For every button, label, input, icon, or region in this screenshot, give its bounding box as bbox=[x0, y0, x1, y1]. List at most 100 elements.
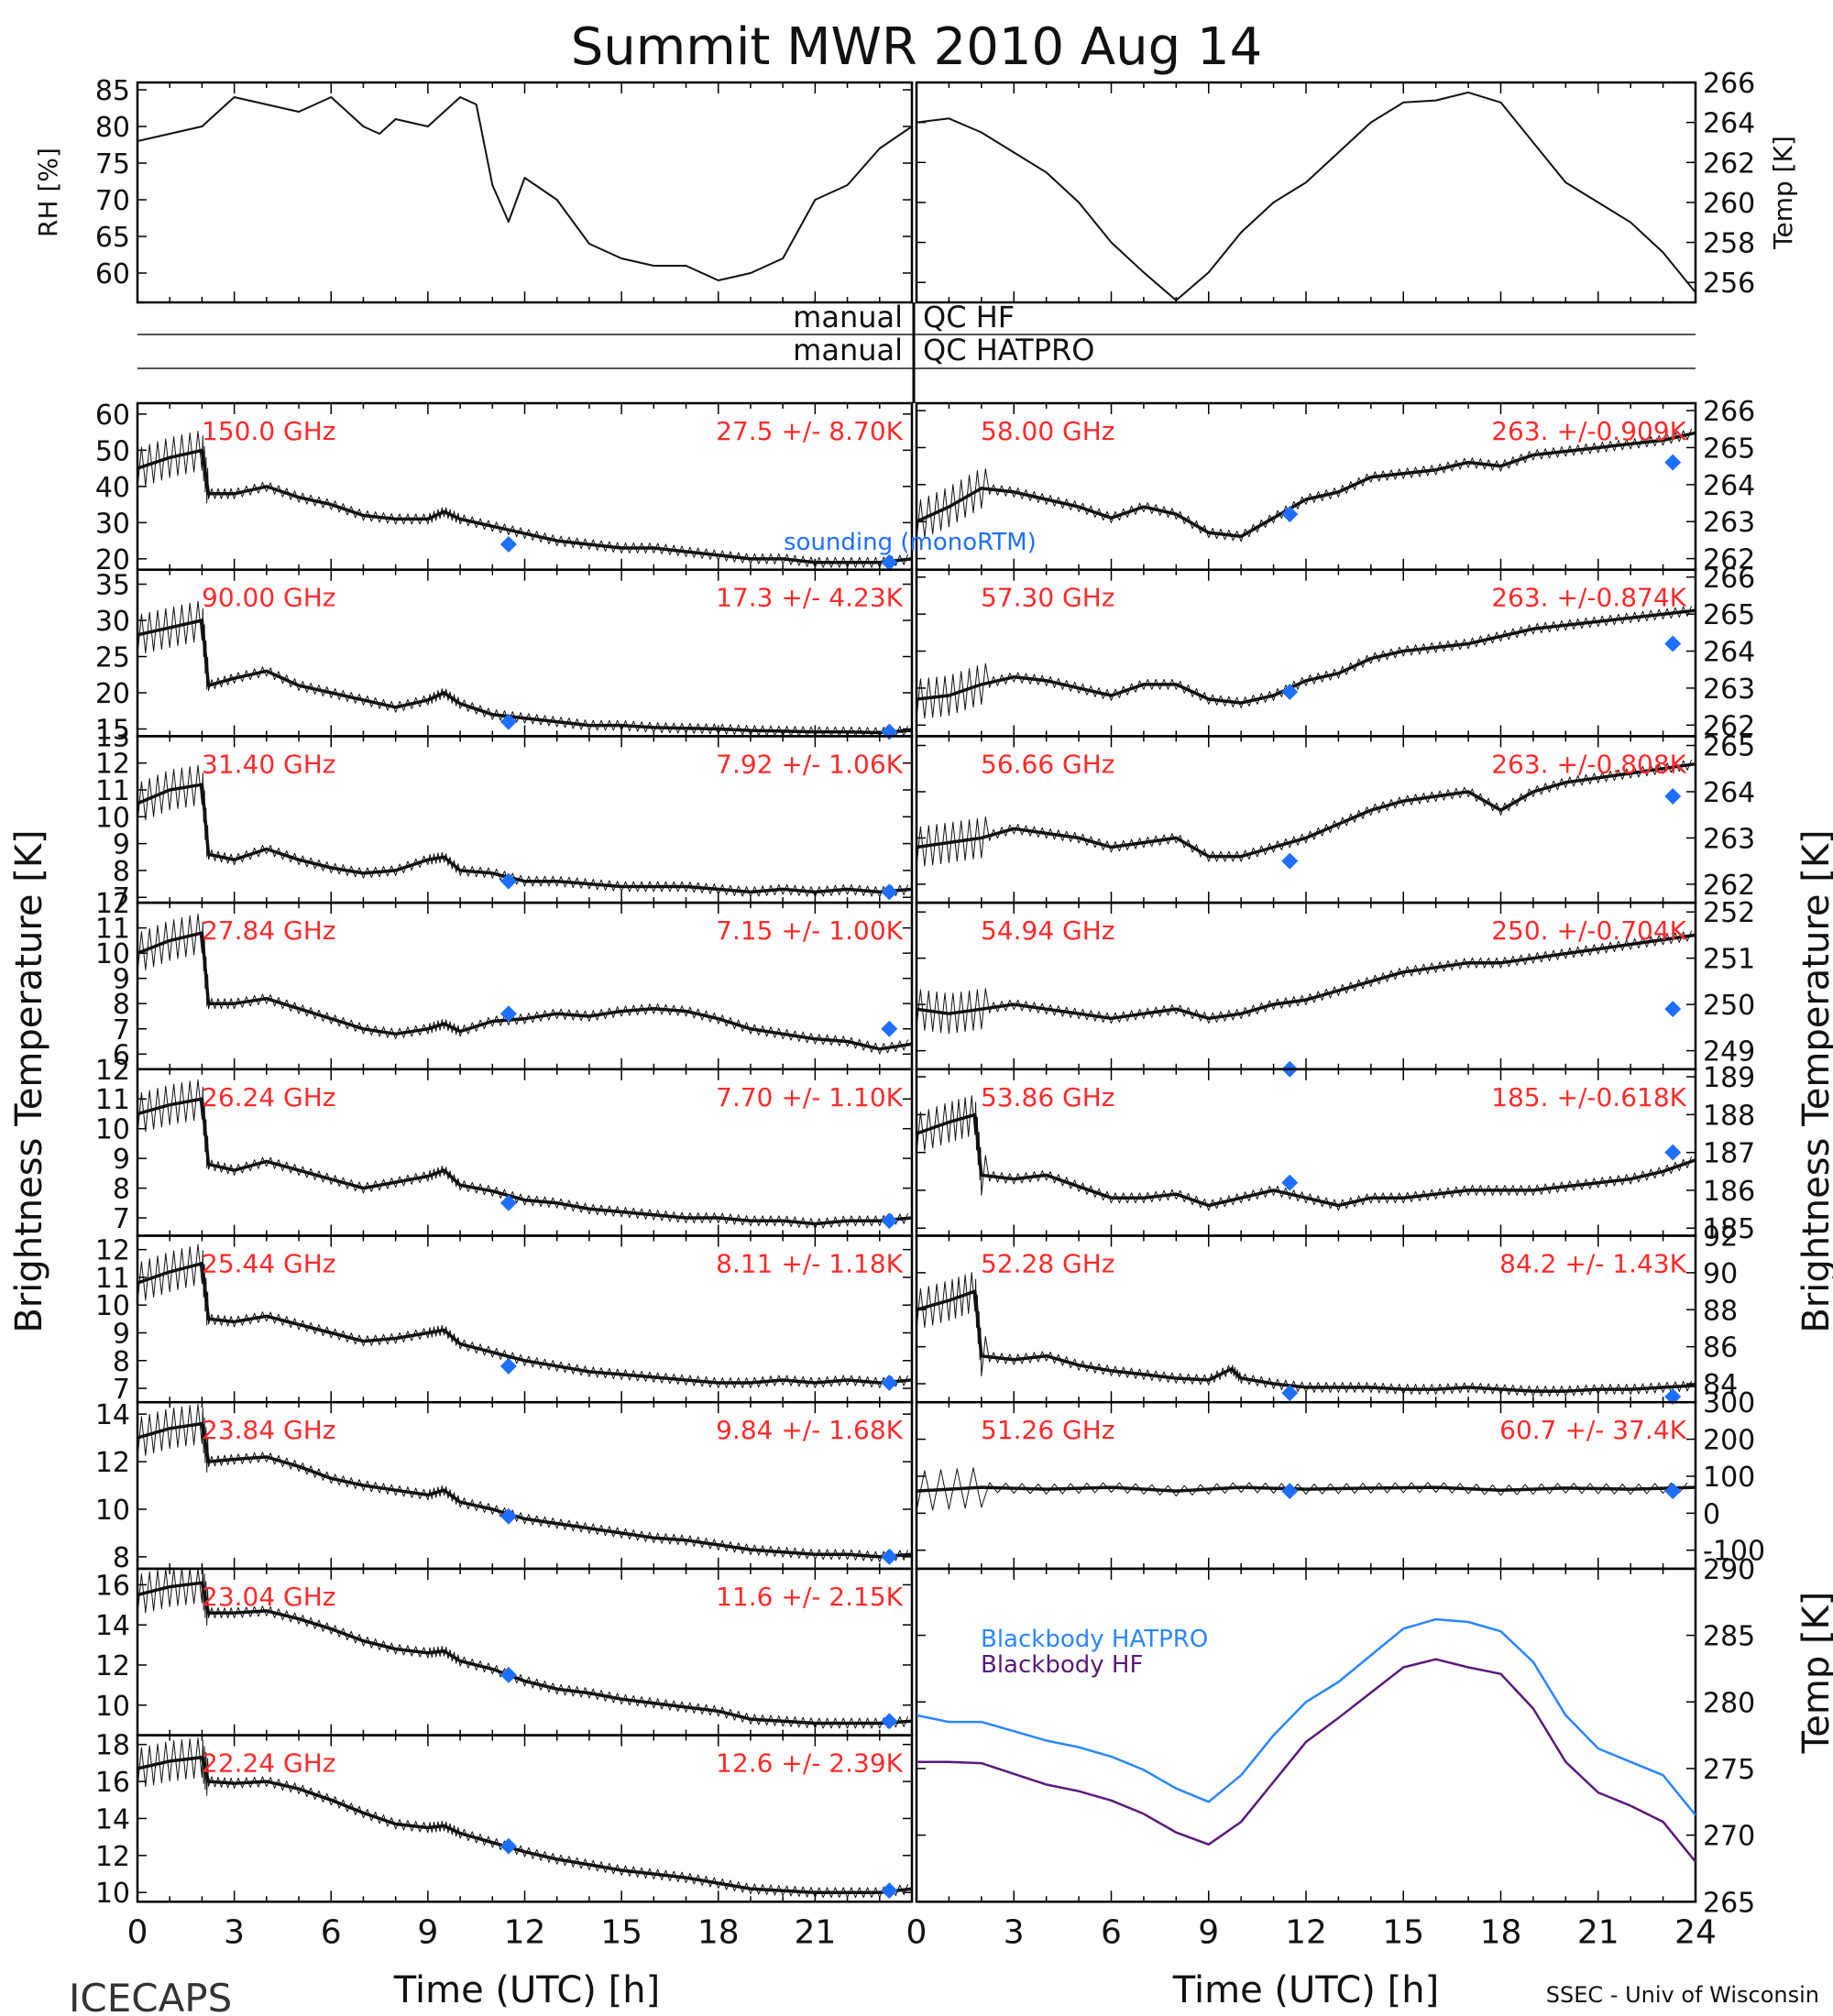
legend-bb-hf: Blackbody HF bbox=[981, 1651, 1143, 1679]
sounding-marker bbox=[499, 1194, 517, 1211]
panel-tick-label: 50 bbox=[95, 435, 130, 467]
x-tick-label-left: 6 bbox=[321, 1913, 342, 1951]
panel-tick-label: 10 bbox=[95, 1691, 130, 1723]
sounding-marker bbox=[881, 1548, 898, 1565]
panel-series-line bbox=[916, 608, 1696, 705]
panel-series-line bbox=[916, 1289, 1696, 1393]
sounding-marker bbox=[1281, 1483, 1299, 1500]
panel-stat-label: 9.84 +/- 1.68K bbox=[716, 1415, 903, 1445]
panel-frequency-label: 53.86 GHz bbox=[981, 1082, 1115, 1112]
panel-tick-label: 263 bbox=[1703, 823, 1755, 855]
sounding-marker bbox=[1281, 852, 1299, 870]
panel-stat-label: 7.15 +/- 1.00K bbox=[716, 915, 903, 946]
panel-tick-label: 30 bbox=[95, 606, 130, 638]
panel-tick-label: 263 bbox=[1703, 507, 1755, 539]
panel-frequency-label: 26.24 GHz bbox=[202, 1082, 336, 1112]
sounding-marker bbox=[881, 1212, 898, 1230]
sounding-marker bbox=[499, 872, 517, 890]
x-tick-label-right: 3 bbox=[1004, 1913, 1025, 1951]
panel-stat-label: 185. +/-0.618K bbox=[1491, 1082, 1686, 1112]
panel-series-line bbox=[916, 1485, 1696, 1493]
rh-tick-label: 65 bbox=[95, 222, 130, 254]
sounding-marker bbox=[499, 1005, 517, 1023]
panel-series-line bbox=[137, 1262, 913, 1385]
panel-tick-label: 186 bbox=[1703, 1176, 1755, 1208]
panel-stat-label: 12.6 +/- 2.39K bbox=[716, 1748, 903, 1779]
panel-tick-label: 11 bbox=[95, 1084, 130, 1116]
x-tick-label-right: 12 bbox=[1285, 1913, 1327, 1951]
rh-tick-label: 80 bbox=[95, 112, 130, 144]
y-axis-label-left: Brightness Temperature [K] bbox=[8, 829, 50, 1332]
x-tick-label-right: 24 bbox=[1674, 1913, 1717, 1951]
panel-stat-label: 27.5 +/- 8.70K bbox=[716, 416, 903, 446]
panel-stat-label: 8.11 +/- 1.18K bbox=[716, 1249, 903, 1279]
panel-tick-label: 12 bbox=[95, 1447, 130, 1479]
qc-right-2: QC HATPRO bbox=[923, 333, 1094, 367]
sounding-label: sounding (monoRTM) bbox=[784, 529, 1037, 556]
sounding-marker bbox=[499, 1507, 517, 1525]
panel-tick-label: 11 bbox=[95, 775, 130, 807]
panel-tick-label: 35 bbox=[95, 570, 130, 602]
panel-tick-label: 13 bbox=[95, 721, 130, 753]
panel-tick-label: 10 bbox=[95, 1290, 130, 1322]
panel-tick-label: 250 bbox=[1703, 990, 1755, 1022]
panel-noise-line bbox=[137, 1568, 909, 1729]
temp-tick-label: 258 bbox=[1703, 228, 1755, 260]
panel-tick-label: 10 bbox=[95, 802, 130, 834]
panel-tick-label: 60 bbox=[95, 400, 130, 432]
panel-tick-label: 6 bbox=[113, 1039, 130, 1071]
rh-tick-label: 75 bbox=[95, 148, 130, 181]
panel-tick-label: 187 bbox=[1703, 1138, 1755, 1170]
panel-tick-label: 264 bbox=[1703, 777, 1755, 809]
x-tick-label-left: 0 bbox=[127, 1913, 148, 1951]
panel-tick-label: 11 bbox=[95, 1263, 130, 1295]
blackbody-tick-label: 285 bbox=[1703, 1621, 1755, 1653]
sounding-marker bbox=[1664, 454, 1682, 471]
panel-tick-label: 9 bbox=[113, 829, 130, 861]
panel-frequency-label: 51.26 GHz bbox=[981, 1415, 1115, 1445]
panel-noise-line bbox=[916, 759, 1693, 868]
blackbody-tick-label: 275 bbox=[1703, 1754, 1755, 1786]
panel-frequency-label: 54.94 GHz bbox=[981, 915, 1115, 946]
sounding-marker bbox=[499, 713, 517, 730]
panel-noise-line bbox=[137, 431, 909, 568]
rh-panel-frame bbox=[136, 81, 914, 304]
temp-tick-label: 266 bbox=[1703, 68, 1755, 100]
sounding-marker bbox=[1664, 1388, 1682, 1406]
footer-left: ICECAPS bbox=[69, 1976, 232, 2016]
panel-tick-label: 266 bbox=[1703, 563, 1755, 595]
panel-tick-label: 249 bbox=[1703, 1036, 1755, 1068]
panel-tick-label: 7 bbox=[113, 1203, 130, 1235]
panel-tick-label: -100 bbox=[1703, 1536, 1765, 1568]
panel-noise-line bbox=[137, 764, 909, 898]
panel-noise-line bbox=[137, 1079, 909, 1230]
panel-noise-line bbox=[916, 428, 1693, 542]
blackbody-tick-label: 280 bbox=[1703, 1687, 1755, 1719]
panel-tick-label: 265 bbox=[1703, 433, 1755, 465]
panel-tick-label: 8 bbox=[113, 1346, 130, 1378]
panel-tick-label: 12 bbox=[95, 1055, 130, 1087]
sounding-marker bbox=[1281, 506, 1299, 523]
x-tick-label-left: 12 bbox=[504, 1913, 546, 1951]
y-axis-label-right: Brightness Temperature [K] bbox=[1795, 829, 1833, 1332]
x-tick-label-left: 3 bbox=[224, 1913, 245, 1951]
panel-tick-label: 10 bbox=[95, 938, 130, 970]
sounding-marker bbox=[881, 1375, 898, 1392]
panel-tick-label: 9 bbox=[113, 964, 130, 996]
panel-noise-line bbox=[137, 1403, 909, 1562]
panel-series-line bbox=[916, 1112, 1696, 1208]
panel-tick-label: 20 bbox=[95, 678, 130, 710]
temp-tick-label: 260 bbox=[1703, 188, 1755, 220]
x-tick-label-left: 21 bbox=[794, 1913, 836, 1951]
sounding-marker bbox=[1281, 1385, 1299, 1402]
panel-stat-label: 250. +/-0.704K bbox=[1491, 915, 1686, 946]
panel-tick-label: 12 bbox=[95, 1235, 130, 1267]
sounding-marker bbox=[881, 723, 898, 740]
panel-tick-label: 8 bbox=[113, 989, 130, 1021]
panel-tick-label: 25 bbox=[95, 642, 130, 674]
temp-panel-frame bbox=[915, 81, 1697, 304]
panel-noise-line bbox=[137, 1737, 909, 1899]
panel-series-line bbox=[137, 931, 913, 1051]
x-tick-label-right: 9 bbox=[1198, 1913, 1219, 1951]
